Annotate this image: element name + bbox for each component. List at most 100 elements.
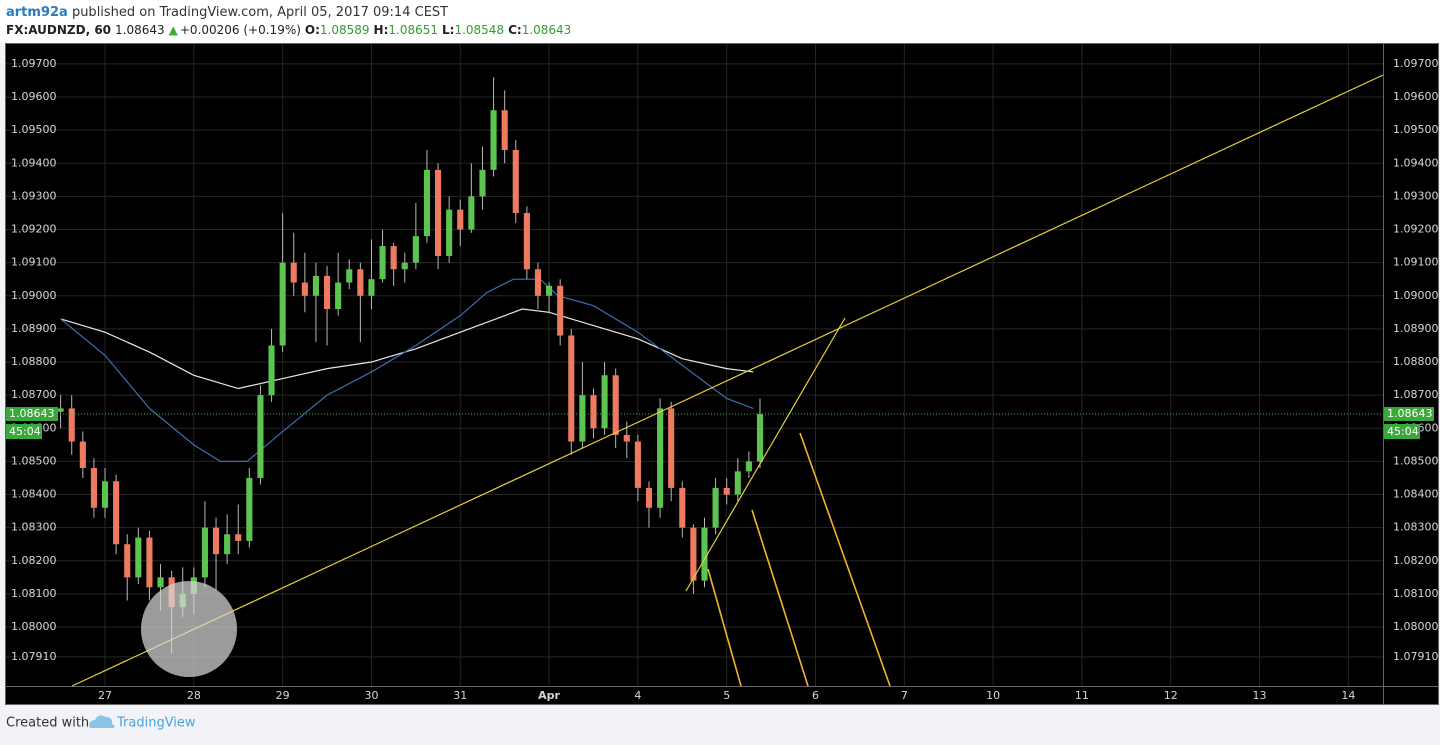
candle-body	[579, 395, 586, 442]
candle-body	[301, 282, 308, 296]
x-tick-label: 12	[1164, 689, 1178, 702]
y-tick-label: 1.09200	[11, 223, 57, 236]
y-tick-label: 1.09300	[1393, 189, 1439, 202]
y-tick-label: 1.08400	[11, 488, 57, 501]
brand[interactable]: TradingView	[116, 716, 196, 731]
logo[interactable]	[89, 715, 115, 728]
candle-body	[612, 375, 619, 435]
x-tick-label: Apr	[538, 689, 560, 702]
moving-average	[60, 278, 754, 462]
h-label: H:	[374, 23, 389, 37]
candle-body	[479, 169, 486, 197]
candle-body	[368, 279, 375, 296]
candle-body	[124, 544, 131, 578]
candle-body	[468, 196, 475, 230]
x-tick-label: 30	[364, 689, 378, 702]
y-tick-label: 1.08700	[11, 388, 57, 401]
candle-body	[523, 212, 530, 270]
candle-body	[723, 487, 730, 495]
candle-body	[601, 375, 608, 429]
y-tick-label: 1.09300	[11, 189, 57, 202]
candle-body	[357, 269, 364, 296]
candle-body	[157, 577, 164, 588]
candle-body	[712, 487, 719, 528]
y-tick-label: 1.09100	[11, 256, 57, 269]
candle-body	[101, 481, 109, 508]
y-tick-label: 1.09600	[11, 90, 57, 103]
candle-body	[235, 534, 242, 541]
x-tick-label: 28	[187, 689, 201, 702]
y-tick-label: 1.08500	[11, 454, 57, 467]
y-tick-label: 1.08800	[11, 355, 57, 368]
candle-body	[546, 285, 553, 296]
ohlc-line: FX:AUDNZD, 60 1.08643 ▲ +0.00206 (+0.19%) O:…	[6, 23, 571, 37]
trend-line	[751, 509, 809, 687]
trend-line	[799, 432, 891, 687]
author[interactable]: artm92a	[6, 5, 68, 20]
candle-body	[657, 408, 664, 508]
candle-body	[246, 477, 253, 541]
candle-body	[335, 282, 342, 310]
y-tick-label: 1.08800	[1393, 355, 1439, 368]
x-tick-label: 27	[98, 689, 112, 702]
candle-body	[401, 262, 408, 270]
y-tick-label: 1.08100	[1393, 587, 1439, 600]
y-tick-label: 1.09100	[1393, 256, 1439, 269]
symbol: FX:AUDNZD, 60	[6, 23, 111, 37]
marks	[6, 77, 1383, 654]
candle-body	[135, 537, 142, 578]
y-tick-label: 1.08900	[11, 322, 57, 335]
header-bg	[0, 0, 1440, 43]
candle-body	[568, 335, 575, 442]
candle-body	[390, 246, 397, 270]
candle-body	[756, 414, 764, 462]
y-tick-label: 1.09500	[1393, 123, 1439, 136]
labels: 1.09700 1.09700 1.09600 1.09600 1.09500 1.095…	[6, 57, 1439, 702]
candle-body	[279, 262, 286, 346]
candle-body	[590, 395, 597, 429]
candle-body	[668, 408, 675, 488]
countdown-tag	[1384, 424, 1420, 440]
price-tag	[6, 407, 58, 422]
candle-body	[501, 110, 508, 151]
candle-body	[146, 537, 153, 588]
x-tick-label: 7	[901, 689, 908, 702]
y-tick-label: 1.09700	[1393, 57, 1439, 70]
change: +0.00206 (+0.19%)	[180, 23, 301, 37]
candle-body	[257, 395, 264, 478]
grid	[6, 44, 1383, 686]
y-tick-label: 1.09700	[11, 57, 57, 70]
candle-body	[201, 527, 208, 578]
y-tick-label: 1.08200	[1393, 554, 1439, 567]
x-tick-label: 31	[453, 689, 467, 702]
y-tick-label: 1.09000	[11, 289, 57, 302]
drawings	[71, 74, 1384, 687]
candle-body	[645, 487, 653, 508]
candle-body	[412, 236, 419, 263]
candle-body	[446, 209, 453, 257]
trend-line	[71, 74, 1384, 687]
price-tag-label: 1.08643	[1387, 407, 1433, 420]
x-tick-label: 29	[276, 689, 290, 702]
y-tick-label: 1.09400	[1393, 156, 1439, 169]
candle-body	[68, 408, 75, 442]
c: 1.08643	[522, 23, 572, 37]
y-tick-label: 1.08500	[1393, 454, 1439, 467]
o-label: O:	[305, 23, 320, 37]
candle-body	[268, 345, 275, 396]
candle-body	[490, 110, 497, 170]
candle-body	[734, 471, 741, 495]
y-tick-label: 1.08200	[11, 554, 57, 567]
x-tick-label: 10	[986, 689, 1000, 702]
candle-body	[90, 468, 97, 508]
x-tick-label: 11	[1075, 689, 1089, 702]
candle-body	[113, 481, 120, 545]
candle-body	[690, 527, 697, 581]
y-tick-label: 1.07910	[11, 650, 57, 663]
candle-body	[701, 527, 708, 581]
y-tick-label: 1.08900	[1393, 322, 1439, 335]
y-tick-label: 1.08700	[1393, 388, 1439, 401]
x-tick-label: 13	[1253, 689, 1267, 702]
candle-body	[623, 434, 630, 442]
